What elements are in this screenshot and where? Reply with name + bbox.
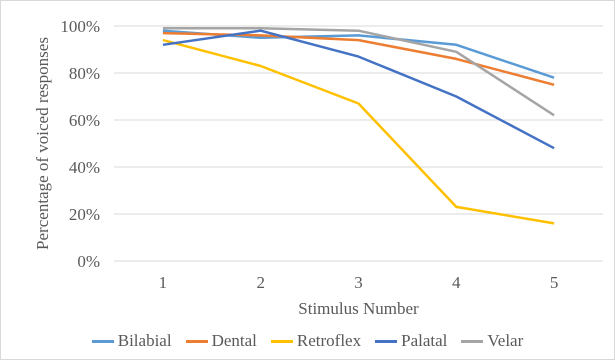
legend-label: Palatal: [401, 331, 448, 350]
legend-label: Dental: [211, 331, 257, 350]
series-line-bilabial: [162, 29, 555, 79]
series-line-palatal: [162, 29, 555, 150]
series-lines: [162, 27, 555, 225]
x-tick-label: 2: [256, 273, 265, 292]
legend-swatch: [461, 339, 484, 343]
legend-label: Bilabial: [117, 331, 172, 350]
y-tick-label: 80%: [69, 64, 100, 83]
legend-item-bilabial: Bilabial: [91, 331, 172, 351]
y-tick-label: 0%: [77, 252, 100, 271]
legend-swatch: [91, 339, 114, 343]
y-tick-label: 20%: [69, 205, 100, 224]
legend-item-retroflex: Retroflex: [270, 331, 362, 351]
y-axis-label: Percentage of voiced responses: [33, 37, 52, 250]
legend-label: Velar: [487, 331, 524, 350]
legend-item-dental: Dental: [185, 331, 257, 351]
x-tick-label: 1: [159, 273, 168, 292]
x-tick-label: 3: [354, 273, 363, 292]
y-tick-label: 100%: [60, 17, 100, 36]
x-axis-label: Stimulus Number: [298, 299, 419, 318]
y-tick-label: 60%: [69, 111, 100, 130]
gridlines: [114, 25, 603, 262]
series-line-velar: [162, 27, 555, 117]
legend: Bilabial Dental Retroflex Palatal Velar: [1, 331, 614, 351]
x-tick-label: 5: [550, 273, 559, 292]
legend-item-velar: Velar: [461, 331, 523, 351]
x-tick-label: 4: [452, 273, 461, 292]
legend-swatch: [185, 339, 208, 343]
legend-swatch: [375, 339, 398, 343]
line-chart: 0% 20% 40% 60% 80% 100% 1 2 3 4 5 Percentage of vo…: [33, 17, 603, 318]
y-tick-label: 40%: [69, 158, 100, 177]
axes: 0% 20% 40% 60% 80% 100% 1 2 3 4 5: [60, 17, 558, 292]
series-line-retroflex: [162, 38, 555, 225]
legend-label: Retroflex: [296, 331, 362, 350]
legend-item-palatal: Palatal: [375, 331, 447, 351]
legend-swatch: [270, 339, 293, 343]
